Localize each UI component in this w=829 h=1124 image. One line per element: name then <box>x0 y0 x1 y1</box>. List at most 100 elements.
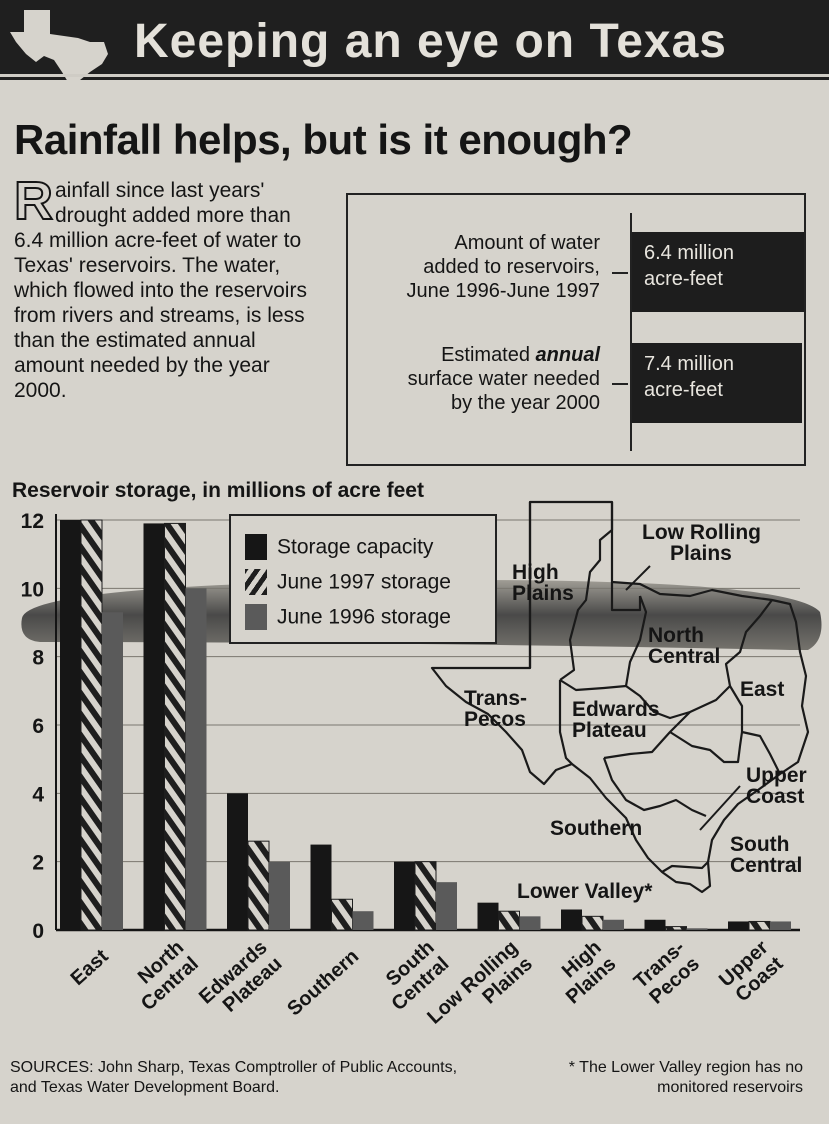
legend-label: June 1997 storage <box>277 570 451 594</box>
bar-june-1997 <box>331 898 353 931</box>
map-label-line: High <box>512 561 559 584</box>
x-tick-label: UpperCoast <box>715 936 788 1006</box>
legend-label: Storage capacity <box>277 535 434 559</box>
bar-storage-capacity <box>561 909 582 930</box>
lower-valley-footnote: * The Lower Valley region has no monitor… <box>568 1059 803 1096</box>
bar-june-1997 <box>164 522 186 931</box>
map-border-edwards <box>558 679 691 765</box>
bar-june-1997 <box>80 519 103 931</box>
comparison-axis <box>630 213 632 451</box>
bar-storage-capacity <box>728 921 749 930</box>
added-label-line: Amount of water <box>454 232 600 254</box>
bar-storage-capacity <box>644 919 666 930</box>
map-label-east: East <box>740 678 785 701</box>
comparison-box: Amount of water added to reservoirs, Jun… <box>346 193 806 466</box>
x-tick-text: Trans-Pecos <box>630 936 704 1009</box>
map-label-line: North <box>648 624 704 647</box>
bar-june-1997 <box>247 840 270 931</box>
map-label-high-plains: High Plains <box>512 562 574 604</box>
x-tick-text: NorthCentral <box>122 936 203 1015</box>
x-tick-text: East <box>67 945 113 990</box>
map-label-line: Pecos <box>464 708 526 731</box>
y-tick-label: 0 <box>32 920 44 943</box>
legend-label: June 1996 storage <box>277 605 451 629</box>
map-label-south-central: South Central <box>730 834 802 876</box>
map-label-line: Trans- <box>464 687 528 710</box>
added-connector <box>612 272 628 274</box>
y-tick-label: 2 <box>32 852 44 875</box>
banner: Keeping an eye on Texas <box>0 0 829 82</box>
map-border-low-rolling <box>610 582 642 612</box>
x-tick-text: EdwardsPlateau <box>195 936 286 1024</box>
texas-region-map <box>430 500 810 894</box>
bar-june-1997 <box>498 910 520 931</box>
bar-storage-capacity <box>394 861 415 930</box>
bar-june-1997 <box>414 861 437 931</box>
map-label-line: Central <box>730 854 803 877</box>
map-label-low-rolling-plains: Low Rolling Plains <box>642 522 761 564</box>
banner-stripe <box>0 74 829 77</box>
x-tick-line: Southern <box>283 945 363 1020</box>
upper-coast-pointer <box>699 785 741 831</box>
legend-swatch-solid <box>245 534 267 561</box>
x-tick-label: NorthCentral <box>122 936 203 1015</box>
map-label-line: Low Rolling <box>642 521 761 544</box>
legend-item-capacity: Storage capacity <box>245 532 433 562</box>
y-tick-label: 12 <box>21 510 44 533</box>
map-border-panhandle <box>559 502 614 681</box>
added-value: 6.4 million <box>644 242 735 264</box>
legend-swatch-gray <box>245 604 267 631</box>
map-label-upper-coast: Upper Coast <box>746 765 807 807</box>
bar-storage-capacity <box>310 844 332 930</box>
map-border-lower-valley <box>661 861 709 873</box>
legend-swatch-hatched <box>245 569 267 596</box>
y-tick-label: 10 <box>21 578 44 601</box>
map-label-edwards-plateau: Edwards Plateau <box>572 699 660 741</box>
needed-label-line: by the year 2000 <box>451 392 600 414</box>
x-tick-line: East <box>67 945 113 990</box>
x-tick-label: HighPlains <box>547 936 620 1008</box>
bar-june-1996 <box>519 916 541 930</box>
bar-june-1997 <box>748 920 771 931</box>
map-label-line: Plains <box>670 542 732 565</box>
map-label-north-central: North Central <box>648 625 720 667</box>
bar-june-1996 <box>436 882 457 930</box>
legend-item-june1997: June 1997 storage <box>245 567 451 597</box>
x-tick-text: HighPlains <box>547 936 620 1008</box>
map-label-southern: Southern <box>550 817 643 840</box>
added-label-line: June 1996-June 1997 <box>406 280 601 302</box>
needed-value-unit: acre-feet <box>644 379 723 401</box>
x-tick-label: Southern <box>283 945 363 1020</box>
map-label-line: Edwards <box>572 698 660 721</box>
bar-storage-capacity <box>143 523 165 930</box>
sources-note: SOURCES: John Sharp, Texas Comptroller o… <box>10 1059 458 1096</box>
map-label-line: Upper <box>746 764 807 787</box>
map-label-line: Plains <box>512 582 574 605</box>
map-border-southern <box>602 731 744 818</box>
bar-june-1996 <box>352 911 374 930</box>
map-border-north-central <box>624 595 773 720</box>
map-label-trans-pecos: Trans- Pecos <box>464 688 527 730</box>
needed-value-bar: 7.4 million acre-feet <box>632 343 802 423</box>
x-tick-text: Low RollingPlains <box>423 936 537 1045</box>
bar-june-1996 <box>102 612 123 930</box>
added-label-line: added to reservoirs, <box>423 256 600 278</box>
needed-connector <box>612 383 628 385</box>
needed-label-text: Estimated <box>441 344 536 366</box>
x-tick-label: EdwardsPlateau <box>195 936 286 1024</box>
low-rolling-pointer <box>625 565 651 591</box>
bar-series-group <box>60 519 791 931</box>
legend-item-june1996: June 1996 storage <box>245 602 451 632</box>
needed-label-line: surface water needed <box>407 368 600 390</box>
y-tick-label: 4 <box>32 783 44 806</box>
chart-legend: Storage capacity June 1997 storage June … <box>229 514 497 644</box>
chart-title: Reservoir storage, in millions of acre f… <box>12 479 424 502</box>
map-border-east <box>729 685 781 775</box>
x-tick-text: Southern <box>283 945 363 1020</box>
intro-text: ainfall since last years' drought added … <box>14 179 307 402</box>
bar-june-1996 <box>185 588 207 930</box>
bar-storage-capacity <box>60 520 81 930</box>
bar-june-1996 <box>269 861 290 930</box>
